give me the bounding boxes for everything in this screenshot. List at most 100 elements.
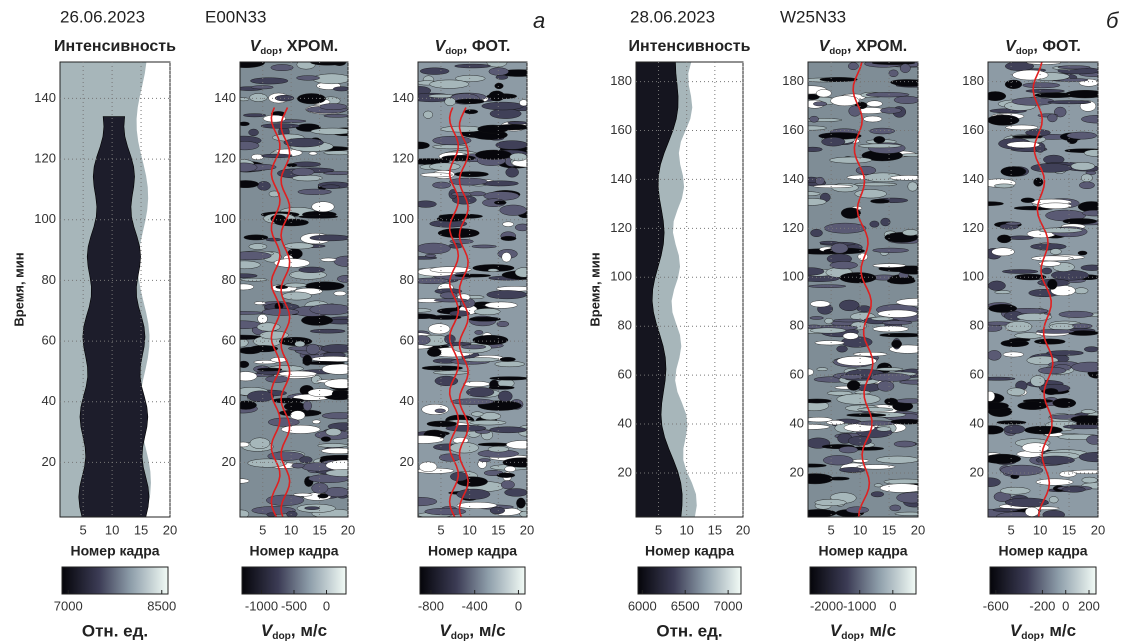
frame [59,61,171,518]
y-tick-label: 60 [970,367,984,382]
x-tick-label: 20 [911,522,925,537]
contour-blob [869,127,895,135]
contour-blob [838,446,859,454]
colorbar-tick-label: -1000 [245,598,278,613]
contour-blob [899,379,918,385]
colorbar-tick-label: -400 [462,598,488,613]
contour-blob [857,407,894,412]
contour-blob [325,428,342,437]
contour-blob [440,125,484,133]
colorbar-label: Vdop, м/с [439,621,505,641]
contour-blob [425,254,437,258]
colorbar-label: Отн. ед. [82,621,148,640]
panel-title: Vdop, ФОТ. [1005,38,1081,56]
contour-blob [808,463,827,468]
contour-blob [331,390,341,398]
y-tick-label: 100 [610,269,632,284]
contour-blob [267,451,305,461]
contour-field [636,62,743,517]
contour-blob [836,356,877,366]
contour-blob [1071,361,1098,373]
colorbar [419,566,526,595]
contour-blob [428,323,451,335]
contour-blob [809,115,819,123]
contour-blob [259,330,289,340]
contour-blob [810,300,831,308]
contour-blob [988,390,996,402]
contour-blob [494,361,525,368]
contour-blob [507,121,527,125]
y-tick-label: 60 [400,333,414,348]
contour-blob [240,311,265,315]
contour-blob [486,290,527,300]
contour-blob [433,370,470,375]
contour-blob [988,402,1009,410]
contour-field [60,62,170,517]
contour-blob [462,357,499,363]
y-tick-label: 60 [790,367,804,382]
contour-blob [473,308,501,315]
contour-blob [902,229,918,236]
contour-blob [469,191,487,197]
contour-blob [418,242,451,255]
y-tick-label: 20 [970,464,984,479]
y-tick-label: 120 [392,151,414,166]
contour-blob [1011,97,1055,106]
contour-blob [454,63,491,69]
contour-blob [240,273,258,279]
contour-blob [427,347,442,357]
contour-blob [1024,506,1039,517]
contour-blob [907,181,918,192]
contour-blob [846,413,887,417]
contour-blob [897,265,918,275]
contour-blob [325,459,348,471]
contour-blob [484,301,518,309]
contour-blob [471,244,497,249]
contour-blob [873,136,886,144]
contour-blob [851,459,870,463]
contour-blob [441,155,476,161]
contour-blob [814,499,847,506]
colorbar-tick-label: 7000 [54,598,83,613]
contour-blob [808,93,820,100]
contour-blob [471,411,484,417]
contour-blob [993,183,1015,189]
contour-blob [297,93,326,105]
contour-blob [299,456,313,464]
contour-blob [1078,452,1098,463]
contour-blob [324,378,348,389]
contour-blob [1043,388,1059,395]
contour-blob [1039,202,1072,209]
contour-blob [454,171,489,177]
x-tick-label: 15 [1062,522,1076,537]
contour-blob [827,476,850,481]
contour-blob [305,343,321,355]
contour-blob [819,240,839,245]
contour-blob [514,223,527,232]
contour-blob [877,380,895,392]
contour-blob [808,118,843,122]
contour-blob [1070,162,1096,171]
symbol: V [261,621,274,640]
contour-blob [810,228,823,237]
contour-blob [893,440,916,448]
contour-blob [988,280,1006,291]
y-axis-label: Время, мин [11,252,26,326]
colorbar-tick-label: 0 [323,598,330,613]
x-tick-label: 20 [163,522,177,537]
y-tick-label: 80 [42,272,56,287]
contour-blob [1062,218,1097,225]
y-tick-label: 140 [610,171,632,186]
contour-blob [309,303,348,316]
y-tick-label: 140 [214,90,236,105]
contour-blob [890,419,918,425]
contour-blob [455,98,485,105]
contour-blob [1000,166,1027,177]
contour-blob [494,200,507,205]
contour-blob [429,79,470,89]
contour-blob [438,213,483,219]
contour-blob [1031,255,1074,262]
y-tick-label: 40 [400,393,414,408]
contour-blob [856,464,896,470]
contour-blob [1059,470,1077,478]
